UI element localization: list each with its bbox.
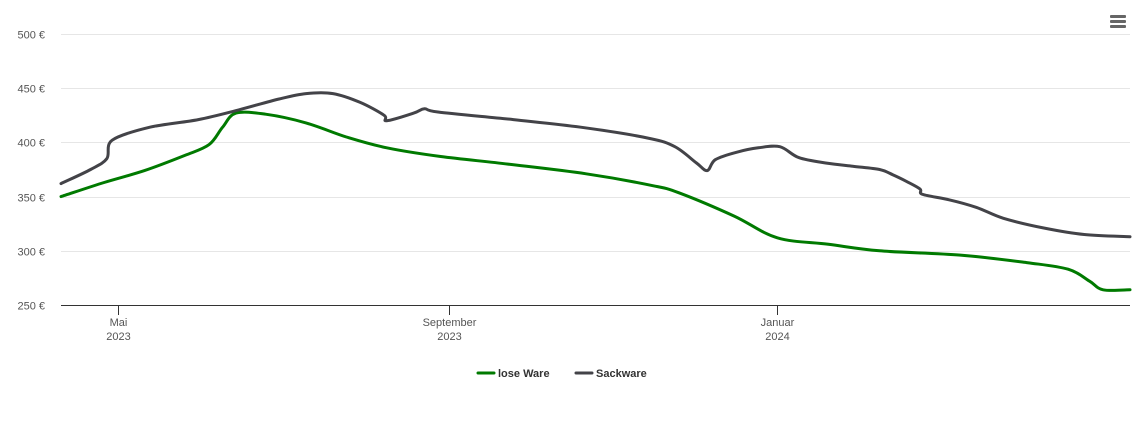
grid-lines: [61, 34, 1130, 252]
legend-label: lose Ware: [498, 368, 550, 380]
series-group: [59, 91, 1132, 292]
series-line-sackware: [59, 91, 1132, 239]
x-tick-year-label: 2023: [106, 331, 130, 343]
legend-label: Sackware: [596, 368, 647, 380]
x-tick-month-label: September: [423, 317, 477, 329]
x-tick-year-label: 2023: [437, 331, 461, 343]
y-tick-label: 250 €: [17, 301, 45, 313]
x-axis: Mai 2023 September 2023 Januar 2024: [61, 305, 1130, 343]
y-tick-label: 450 €: [17, 84, 45, 96]
y-tick-label: 350 €: [17, 193, 45, 205]
y-axis: 250 € 300 € 350 € 400 € 450 € 500 €: [17, 30, 45, 313]
x-tick-month-label: Mai: [110, 317, 128, 329]
series-line-lose-ware: [59, 110, 1132, 292]
x-tick-year-label: 2024: [765, 331, 789, 343]
legend-item[interactable]: lose Ware: [476, 368, 550, 380]
y-tick-label: 400 €: [17, 138, 45, 150]
legend-item[interactable]: Sackware: [574, 368, 647, 380]
hamburger-menu-icon[interactable]: [1104, 10, 1132, 34]
y-tick-label: 500 €: [17, 30, 45, 42]
y-tick-label: 300 €: [17, 247, 45, 259]
x-tick-month-label: Januar: [761, 317, 795, 329]
legend: lose Ware Sackware: [476, 368, 647, 380]
